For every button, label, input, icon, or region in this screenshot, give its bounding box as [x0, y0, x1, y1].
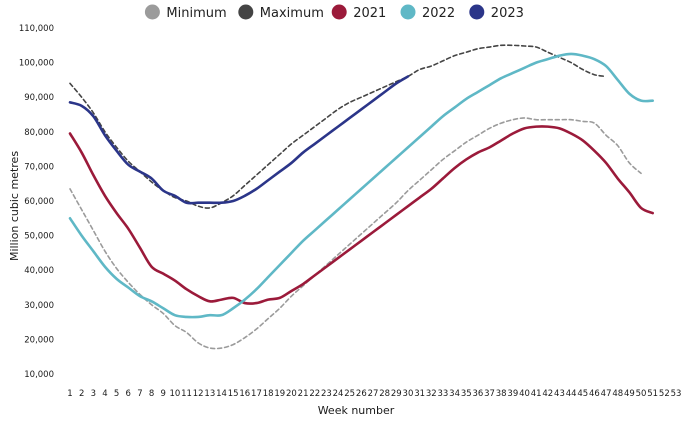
- legend-marker-minimum: [144, 4, 160, 20]
- legend-marker-2022: [400, 4, 416, 20]
- x-tick-labels: 1 2 3 4 5 6 7 8 9 10 11 12 13 14 15 16 17 18 19 20 21 22 23 24 2…: [67, 389, 681, 399]
- legend-marker-maximum: [238, 4, 254, 20]
- x-tick-label: 45: [577, 389, 588, 399]
- x-tick-label: 19: [274, 389, 285, 399]
- x-tick-label: 30: [403, 389, 414, 399]
- x-tick-label: 16: [239, 389, 250, 399]
- y-tick-label: 70,000: [24, 162, 54, 172]
- x-tick-label: 49: [624, 389, 635, 399]
- x-tick-label: 2: [79, 389, 84, 399]
- x-tick-label: 7: [137, 389, 142, 399]
- x-tick-label: 23: [321, 389, 332, 399]
- legend-label-maximum: Maximum: [260, 6, 324, 21]
- legend-label-minimum: Minimum: [166, 6, 226, 21]
- x-tick-label: 4: [102, 389, 107, 399]
- x-tick-label: 51: [647, 389, 658, 399]
- x-tick-label: 5: [114, 389, 119, 399]
- x-tick-label: 24: [333, 389, 344, 399]
- legend-label-2023: 2023: [491, 6, 524, 21]
- y-tick-labels: 10,000 20,000 30,000 40,000 50,000 60,000 70,0…: [19, 24, 54, 380]
- x-tick-label: 6: [126, 389, 131, 399]
- series-line-minimum: [69, 117, 642, 350]
- x-tick-label: 29: [391, 389, 402, 399]
- x-tick-label: 22: [309, 389, 320, 399]
- x-tick-label: 39: [507, 389, 518, 399]
- x-tick-label: 53: [671, 389, 682, 399]
- y-tick-label: 80,000: [24, 128, 54, 138]
- x-tick-label: 41: [531, 389, 542, 399]
- y-tick-label: 10,000: [24, 370, 54, 380]
- legend: Minimum Maximum 2021 2022 2023: [144, 4, 524, 21]
- x-tick-label: 17: [251, 389, 262, 399]
- y-tick-label: 100,000: [19, 59, 54, 69]
- x-tick-label: 21: [298, 389, 309, 399]
- x-tick-label: 32: [426, 389, 437, 399]
- x-tick-label: 15: [228, 389, 239, 399]
- x-tick-label: 9: [161, 389, 166, 399]
- y-tick-label: 50,000: [24, 232, 54, 242]
- x-tick-label: 37: [484, 389, 495, 399]
- series-lines: [68, 44, 654, 350]
- x-tick-label: 44: [566, 389, 577, 399]
- x-tick-label: 31: [414, 389, 425, 399]
- x-tick-label: 12: [193, 389, 204, 399]
- series-line-2022: [68, 52, 654, 319]
- x-tick-label: 25: [344, 389, 355, 399]
- legend-label-2022: 2022: [422, 6, 455, 21]
- x-tick-label: 47: [601, 389, 612, 399]
- x-tick-label: 27: [368, 389, 379, 399]
- x-tick-label: 42: [542, 389, 553, 399]
- x-tick-label: 33: [438, 389, 449, 399]
- x-tick-label: 36: [472, 389, 483, 399]
- series-line-2023: [68, 75, 410, 205]
- x-tick-label: 18: [263, 389, 274, 399]
- series-line-maximum: [69, 44, 607, 209]
- x-axis-title: Week number: [318, 404, 395, 417]
- y-tick-label: 40,000: [24, 266, 54, 276]
- x-tick-label: 34: [449, 389, 460, 399]
- y-tick-label: 20,000: [24, 335, 54, 345]
- x-tick-label: 40: [519, 389, 530, 399]
- x-tick-label: 50: [636, 389, 647, 399]
- x-tick-label: 14: [216, 389, 227, 399]
- x-tick-label: 20: [286, 389, 297, 399]
- x-tick-label: 10: [169, 389, 180, 399]
- x-tick-label: 8: [149, 389, 154, 399]
- x-tick-label: 52: [659, 389, 670, 399]
- y-tick-label: 90,000: [24, 93, 54, 103]
- series-line-2021: [68, 125, 654, 305]
- y-tick-label: 30,000: [24, 301, 54, 311]
- y-tick-label: 60,000: [24, 197, 54, 207]
- x-tick-label: 3: [91, 389, 96, 399]
- x-tick-label: 46: [589, 389, 600, 399]
- x-tick-label: 1: [67, 389, 72, 399]
- legend-marker-2021: [331, 4, 347, 20]
- y-tick-label: 110,000: [19, 24, 54, 34]
- x-tick-label: 13: [204, 389, 215, 399]
- x-tick-label: 48: [612, 389, 623, 399]
- y-axis-title: Million cubic metres: [8, 151, 21, 261]
- legend-label-2021: 2021: [353, 6, 386, 21]
- x-tick-label: 28: [379, 389, 390, 399]
- x-tick-label: 43: [554, 389, 565, 399]
- x-tick-label: 26: [356, 389, 367, 399]
- x-tick-label: 35: [461, 389, 472, 399]
- legend-marker-2023: [469, 4, 485, 20]
- x-tick-label: 11: [181, 389, 192, 399]
- x-tick-label: 38: [496, 389, 507, 399]
